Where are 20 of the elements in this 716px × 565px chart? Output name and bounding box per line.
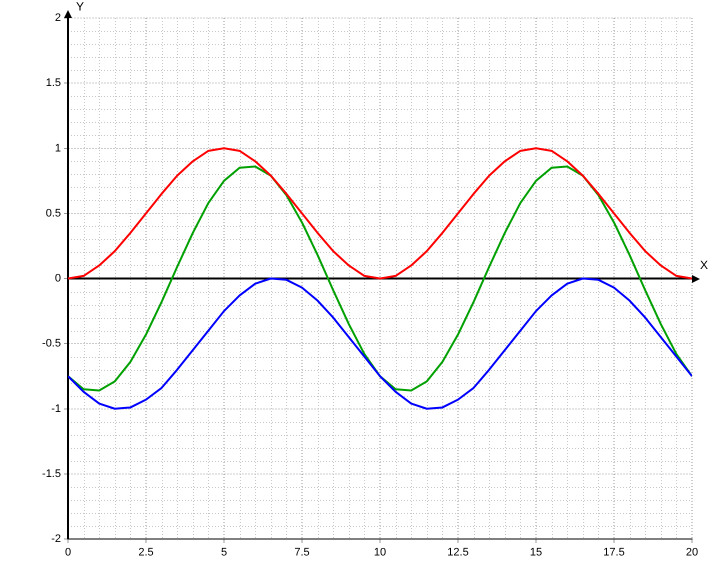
y-tick-label: 1.5 bbox=[46, 77, 61, 90]
x-tick-label: 7.5 bbox=[294, 546, 310, 559]
y-tick-label: -0.5 bbox=[42, 338, 61, 350]
x-tick-label: 12.5 bbox=[447, 546, 469, 559]
x-tick-label: 0 bbox=[64, 546, 72, 559]
y-tick-label: -2 bbox=[51, 533, 61, 546]
x-tick-label: 15 bbox=[530, 546, 542, 559]
x-tick-label: 20 bbox=[686, 546, 698, 559]
x-tick-label: 2.5 bbox=[138, 546, 154, 559]
y-axis-title: Y bbox=[76, 0, 84, 14]
x-axis-title: X bbox=[700, 258, 708, 272]
x-tick-label: 5 bbox=[220, 546, 228, 559]
y-tick-label: 0.5 bbox=[46, 207, 61, 220]
y-tick-label: -1.5 bbox=[42, 468, 61, 480]
y-tick-label: 2 bbox=[54, 12, 61, 24]
y-tick-label: -1 bbox=[51, 402, 61, 415]
x-tick-label: 17.5 bbox=[603, 546, 625, 559]
y-tick-label: 1 bbox=[54, 142, 61, 154]
y-tick-label: 0 bbox=[54, 272, 61, 285]
x-tick-label: 10 bbox=[374, 546, 386, 559]
